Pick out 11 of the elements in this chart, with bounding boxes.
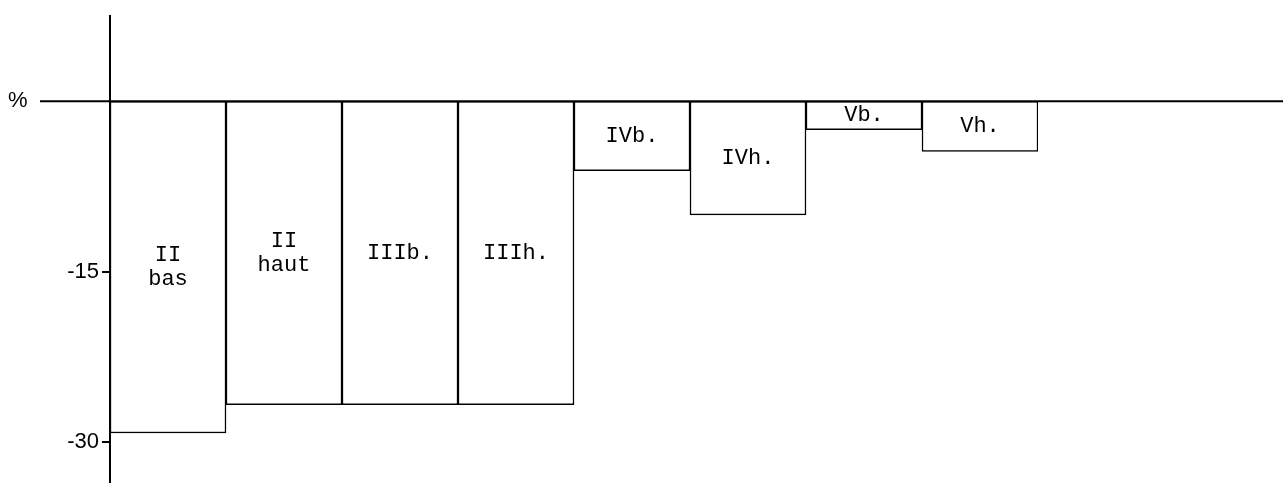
x-tick-label: IVh.	[721, 145, 775, 171]
x-tick-label: II haut	[257, 228, 311, 278]
x-tick-label: Vh.	[960, 114, 1000, 140]
x-tick-label: IVb.	[605, 123, 659, 149]
y-tick-label: -15	[67, 257, 99, 283]
x-tick-label: IIIb.	[366, 240, 434, 266]
x-tick-label: II bas	[148, 243, 188, 292]
x-tick-label: Vb.	[844, 103, 884, 129]
x-tick-label: IIIh.	[482, 240, 550, 266]
y-axis-title: %	[8, 87, 28, 113]
y-tick-label: -30	[67, 428, 99, 454]
